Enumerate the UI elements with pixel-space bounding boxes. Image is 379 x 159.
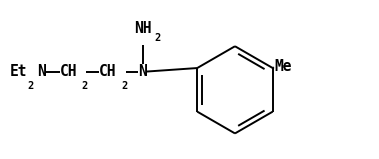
Text: 2: 2 <box>27 81 33 91</box>
Text: CH: CH <box>60 64 77 79</box>
Text: N: N <box>37 64 46 79</box>
Text: N: N <box>138 64 147 79</box>
Text: 2: 2 <box>81 81 88 91</box>
Text: 2: 2 <box>155 33 161 43</box>
Text: Me: Me <box>275 59 292 74</box>
Text: NH: NH <box>135 21 152 36</box>
Text: CH: CH <box>99 64 117 79</box>
Text: Et: Et <box>9 64 27 79</box>
Text: 2: 2 <box>121 81 127 91</box>
